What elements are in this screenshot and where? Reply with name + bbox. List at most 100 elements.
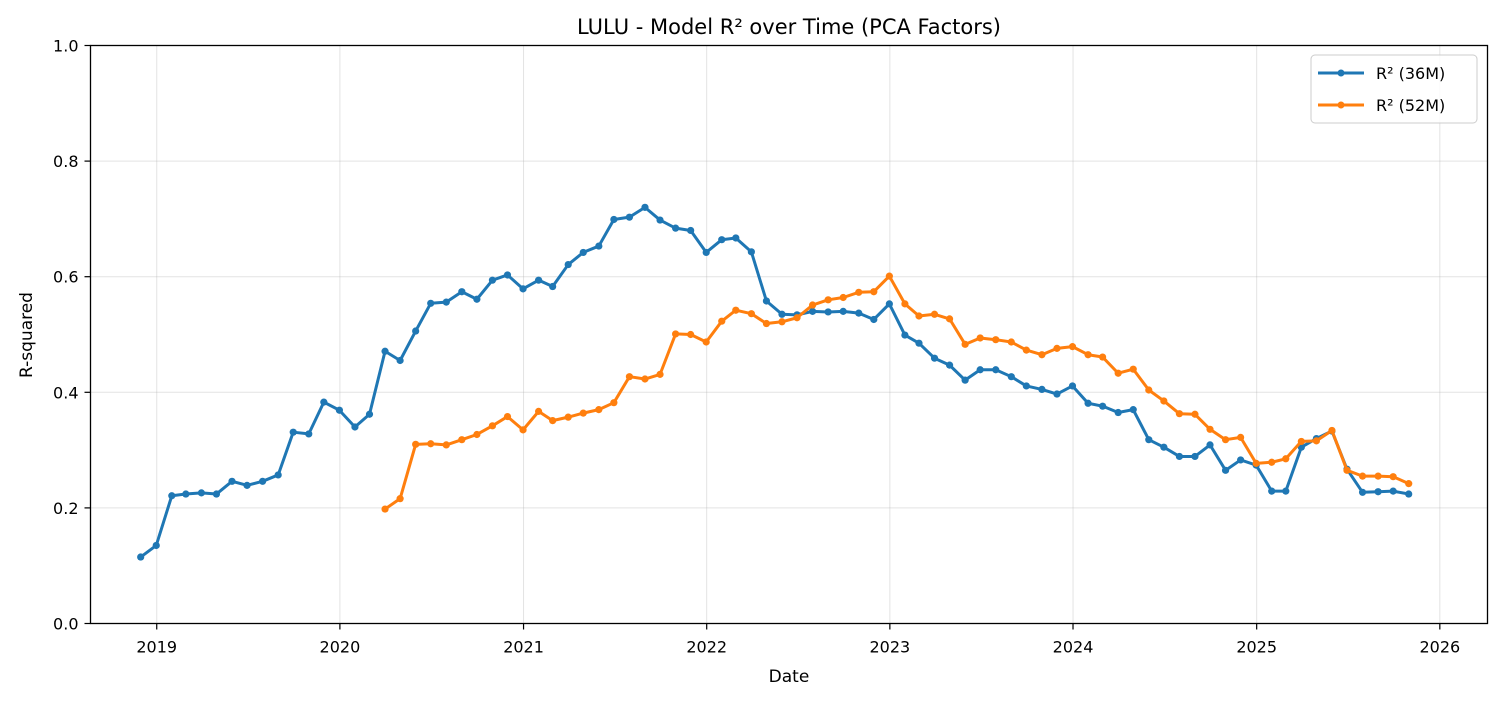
data-point: [442, 298, 450, 306]
x-tick-label: 2022: [686, 638, 727, 657]
data-point: [625, 373, 634, 381]
data-point: [610, 215, 618, 224]
data-point: [961, 376, 969, 384]
data-point: [1389, 473, 1397, 481]
data-point: [625, 213, 634, 221]
data-point: [212, 490, 221, 498]
data-point: [1389, 487, 1397, 495]
data-point: [1282, 487, 1290, 495]
data-point: [1160, 443, 1168, 451]
data-point: [519, 426, 527, 434]
data-point: [870, 288, 878, 296]
data-point: [137, 553, 145, 561]
data-point: [1297, 437, 1305, 446]
data-point: [1328, 426, 1336, 435]
data-point: [259, 477, 267, 485]
data-point: [855, 309, 863, 317]
data-point: [945, 361, 954, 369]
legend-entry-52m: R² (52M): [1318, 96, 1445, 115]
data-point: [579, 248, 587, 257]
data-point: [579, 409, 587, 417]
data-point: [535, 407, 543, 415]
data-point: [687, 330, 695, 339]
data-point: [1084, 399, 1092, 407]
x-tick-label: 2019: [136, 638, 177, 657]
data-point: [1221, 466, 1230, 474]
data-point: [671, 330, 680, 338]
y-axis-label: R-squared: [17, 292, 37, 378]
data-point: [1038, 351, 1046, 359]
data-point: [427, 440, 435, 448]
legend-marker-52m: [1337, 101, 1345, 109]
data-point: [1405, 480, 1413, 488]
data-point: [458, 436, 466, 444]
data-point: [732, 306, 740, 314]
data-point: [412, 327, 420, 335]
data-point: [243, 481, 251, 489]
data-point: [930, 354, 939, 362]
data-point: [1022, 382, 1030, 390]
data-point: [808, 307, 817, 315]
data-point: [412, 440, 420, 448]
x-tick-label: 2025: [1236, 638, 1277, 657]
data-point: [885, 272, 893, 280]
y-tick-label: 1.0: [53, 37, 78, 56]
data-point: [1038, 385, 1046, 394]
y-tick-label: 0.8: [53, 152, 78, 171]
data-point: [762, 319, 771, 328]
data-point: [1221, 436, 1230, 444]
data-point: [152, 541, 160, 550]
data-point: [458, 288, 466, 296]
data-point: [335, 406, 343, 414]
data-point: [656, 216, 664, 224]
data-point: [1312, 437, 1320, 445]
data-point: [1268, 458, 1276, 466]
data-point: [305, 430, 313, 438]
data-point: [793, 314, 801, 322]
data-point: [1282, 455, 1290, 463]
data-point: [1099, 402, 1107, 410]
data-point: [1022, 346, 1030, 354]
x-tick-label: 2020: [320, 638, 361, 657]
data-point: [488, 422, 497, 430]
data-point: [610, 399, 618, 407]
data-point: [945, 315, 954, 323]
data-point: [687, 226, 695, 235]
data-point: [365, 410, 374, 418]
x-axis-label: Date: [769, 667, 810, 687]
data-point: [1191, 452, 1199, 461]
y-tick-label: 0.6: [53, 268, 78, 287]
data-point: [885, 300, 893, 308]
y-tick-label: 0.0: [53, 615, 78, 634]
data-point: [1007, 338, 1015, 346]
x-tick-label: 2024: [1053, 638, 1094, 657]
data-point: [1129, 406, 1137, 414]
data-point: [549, 417, 557, 425]
data-point: [870, 315, 878, 324]
data-point: [641, 203, 649, 211]
data-point: [168, 492, 176, 500]
data-point: [656, 370, 664, 378]
data-point: [396, 356, 404, 365]
data-point: [1237, 456, 1245, 464]
data-point: [1145, 386, 1153, 394]
data-point: [702, 338, 710, 346]
data-point: [718, 236, 726, 244]
data-point: [1145, 436, 1153, 444]
data-point: [1114, 369, 1122, 377]
data-point: [901, 300, 909, 308]
data-point: [503, 271, 512, 279]
data-point: [824, 296, 832, 304]
data-point: [930, 310, 939, 318]
legend: R² (36M) R² (52M): [1310, 54, 1478, 124]
data-point: [824, 308, 832, 316]
data-point: [351, 423, 359, 431]
series-36m: [137, 203, 1413, 561]
data-point: [992, 336, 1000, 344]
data-point: [1175, 452, 1183, 461]
data-point: [564, 260, 572, 269]
data-point: [901, 331, 909, 339]
data-point: [641, 375, 649, 383]
